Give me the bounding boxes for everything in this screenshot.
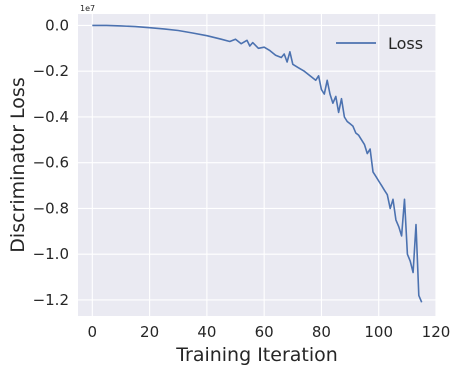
- y-tick-label: 0.0: [45, 16, 69, 34]
- y-axis-offset-label: 1e7: [80, 4, 95, 13]
- series-layer: [92, 24, 423, 303]
- y-tick-label: −0.6: [33, 154, 69, 172]
- x-tick-label: 60: [255, 323, 274, 341]
- y-tick-label: −0.8: [33, 199, 69, 217]
- series-line-loss: [92, 24, 423, 303]
- x-axis-label: Training Iteration: [175, 344, 338, 366]
- y-tick-labels: 0.0 −0.2 −0.4 −0.6 −0.8 −1.0 −1.2: [33, 16, 69, 309]
- x-tick-label: 0: [88, 323, 98, 341]
- y-gridlines: [78, 24, 436, 301]
- x-tick-label: 40: [197, 323, 216, 341]
- legend: Loss: [336, 34, 423, 53]
- y-tick-label: −1.2: [33, 291, 69, 309]
- x-tick-label: 120: [422, 323, 451, 341]
- y-axis-label: Discriminator Loss: [7, 77, 29, 252]
- x-tick-label: 80: [312, 323, 331, 341]
- x-gridlines: [91, 14, 437, 316]
- legend-label-loss: Loss: [388, 34, 423, 53]
- x-tick-label: 100: [364, 323, 393, 341]
- x-tick-label: 20: [140, 323, 159, 341]
- x-tick-labels: 0 20 40 60 80 100 120: [88, 323, 451, 341]
- plot-area: [78, 14, 436, 316]
- y-tick-label: −0.4: [33, 108, 69, 126]
- y-tick-label: −1.0: [33, 245, 69, 263]
- y-tick-label: −0.2: [33, 62, 69, 80]
